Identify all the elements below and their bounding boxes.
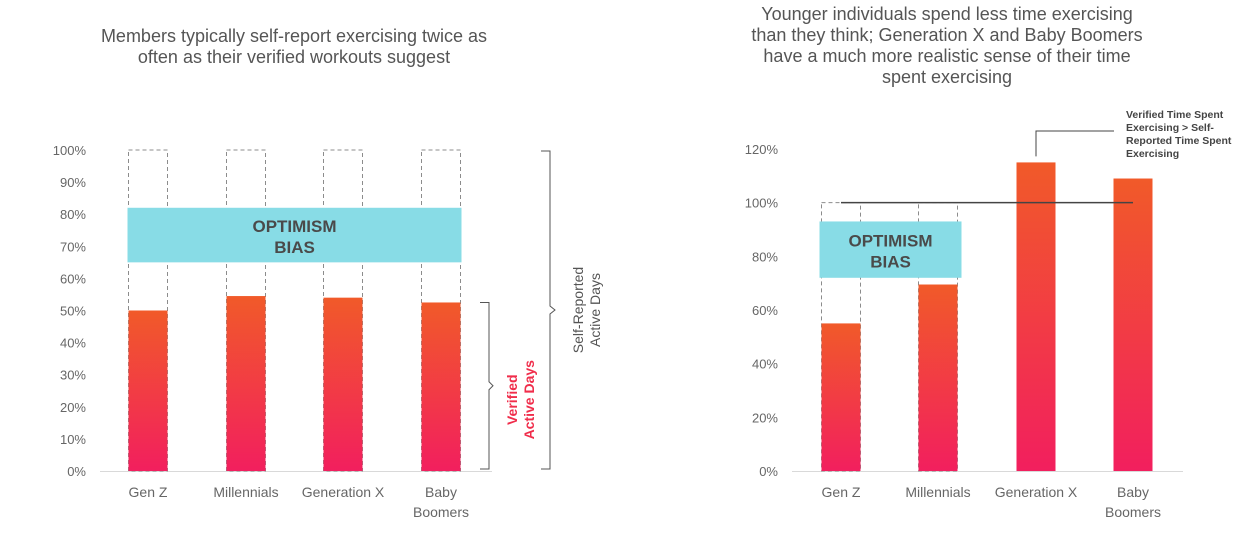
chart2-ytick-label: 0% — [759, 464, 778, 479]
chart2-category-label: Millennials — [905, 484, 970, 500]
chart1-bar — [226, 296, 266, 471]
verified-active-days-label: Active Days — [521, 360, 537, 440]
chart1-category-label: Millennials — [213, 484, 278, 500]
callout-leader-line — [1035, 130, 1114, 157]
chart2-bar — [1016, 162, 1056, 471]
chart2-category-label: Baby — [1117, 484, 1149, 500]
chart2-category-label: Boomers — [1105, 504, 1161, 520]
self-reported-active-days-label: Self-Reported — [570, 267, 586, 353]
chart2-category-label: Gen Z — [822, 484, 861, 500]
chart1-ytick-label: 0% — [67, 464, 86, 479]
chart2-ytick-label: 120% — [745, 142, 779, 157]
callout-label: Exercising > Self- — [1126, 122, 1214, 134]
self-reported-brace — [541, 150, 556, 470]
chart1-title-line: often as their verified workouts suggest — [137, 47, 451, 67]
chart1-ytick-label: 10% — [60, 432, 86, 447]
chart2-title-line: spent exercising — [881, 67, 1013, 87]
chart1-bar — [323, 297, 363, 471]
chart2-band-label: BIAS — [870, 253, 911, 272]
chart1-ytick-label: 60% — [60, 271, 86, 286]
chart2-title-line: than they think; Generation X and Baby B… — [751, 25, 1143, 45]
chart1-band-label: OPTIMISM — [252, 217, 336, 236]
chart2-title-line: Younger individuals spend less time exer… — [761, 4, 1133, 24]
chart2-band-label: OPTIMISM — [848, 232, 932, 251]
chart1-ytick-label: 40% — [60, 336, 86, 351]
chart2-ytick-label: 60% — [752, 303, 778, 318]
callout-label: Exercising — [1126, 148, 1179, 160]
chart2-optimism-band — [819, 221, 962, 278]
chart2-title-line: have a much more realistic sense of thei… — [763, 46, 1131, 66]
chart2-category-label: Generation X — [995, 484, 1078, 500]
self-reported-active-days-label: Active Days — [587, 273, 603, 347]
chart2-bar — [821, 323, 861, 471]
chart1-category-label: Baby — [425, 484, 457, 500]
chart1-ytick-label: 50% — [60, 304, 86, 319]
chart1-ytick-label: 90% — [60, 175, 86, 190]
chart2-bar — [918, 284, 958, 471]
chart1-category-label: Boomers — [413, 504, 469, 520]
chart2-bar — [1113, 178, 1153, 471]
chart1-optimism-band — [127, 207, 462, 263]
chart1-ytick-label: 100% — [53, 143, 87, 158]
callout-label: Verified Time Spent — [1126, 109, 1224, 121]
verified-brace — [480, 301, 494, 470]
chart1-bar — [421, 302, 461, 471]
chart1-ytick-label: 70% — [60, 239, 86, 254]
chart2-ytick-label: 80% — [752, 249, 778, 264]
chart2-ytick-label: 20% — [752, 410, 778, 425]
callout-label: Reported Time Spent — [1126, 135, 1232, 147]
verified-active-days-label: Verified — [504, 374, 520, 425]
chart2-title: Younger individuals spend less time exer… — [697, 4, 1197, 88]
chart1-band-label: BIAS — [274, 238, 315, 257]
chart1-title: Members typically self-report exercising… — [44, 26, 544, 68]
chart1-title-line: Members typically self-report exercising… — [100, 26, 488, 46]
chart1-ytick-label: 80% — [60, 207, 86, 222]
chart1-bar — [128, 310, 168, 471]
chart1-ytick-label: 20% — [60, 400, 86, 415]
chart1-category-label: Gen Z — [129, 484, 168, 500]
chart2-ytick-label: 100% — [745, 196, 779, 211]
chart2-ytick-label: 40% — [752, 357, 778, 372]
chart1-ytick-label: 30% — [60, 368, 86, 383]
chart1-category-label: Generation X — [302, 484, 385, 500]
